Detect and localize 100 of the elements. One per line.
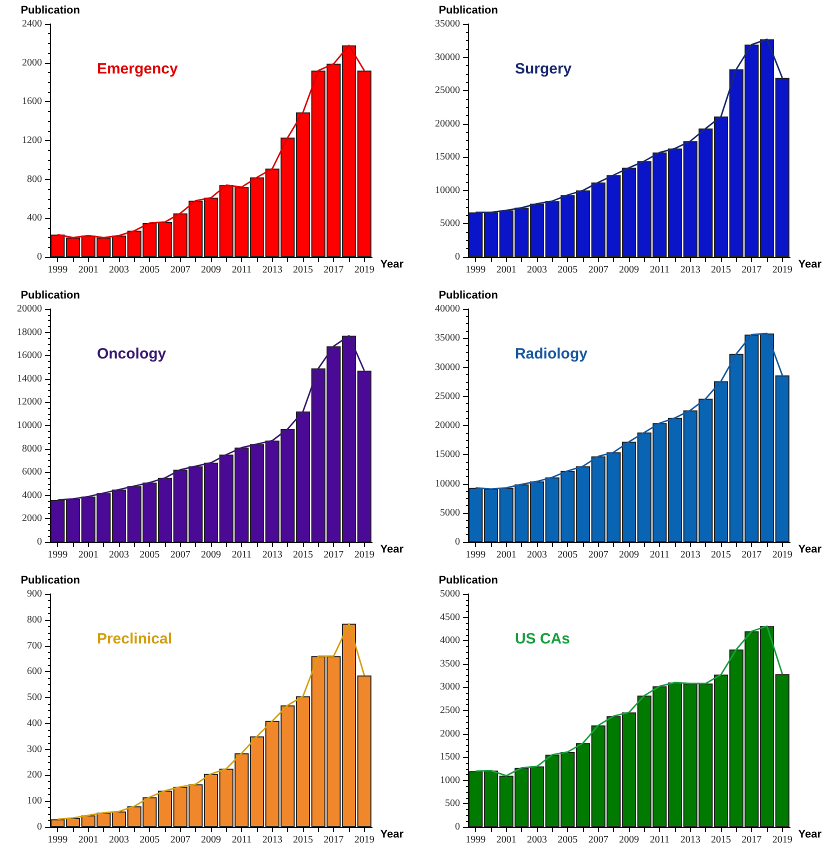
y-tick-label: 2000	[440, 728, 460, 740]
y-axis-title: Publication	[20, 290, 80, 302]
x-tick-label: 2013	[680, 834, 700, 846]
line-series	[474, 332, 784, 490]
y-tick-label: 8000	[22, 443, 42, 454]
x-tick-label: 2019	[772, 264, 792, 276]
x-tick-label: 2003	[527, 550, 547, 560]
y-tick-label: 10000	[435, 184, 460, 196]
x-tick-label: 2013	[262, 834, 282, 846]
x-tick-label: 2001	[78, 834, 98, 846]
x-tick-label: 2009	[619, 550, 639, 560]
y-tick-label: 15000	[435, 449, 460, 460]
x-tick-label: 2005	[140, 834, 160, 846]
x-tick-label: 1999	[466, 264, 486, 276]
y-tick-label: 10000	[435, 478, 460, 490]
x-tick-label: 2001	[78, 550, 98, 560]
y-tick-label: 30000	[435, 52, 460, 63]
x-tick-label: 2009	[201, 264, 221, 276]
x-tick-label: 2017	[324, 550, 344, 560]
x-tick-label: 2005	[140, 550, 160, 560]
x-tick-label: 2009	[619, 264, 639, 276]
y-tick-label: 3500	[440, 658, 460, 670]
x-tick-label: 1999	[48, 550, 68, 560]
x-axis-title: Year	[798, 828, 822, 840]
x-tick-label: 2005	[558, 264, 578, 276]
x-tick-label: 2003	[527, 834, 547, 846]
y-tick-label: 25000	[435, 390, 460, 402]
x-tick-label: 2017	[742, 550, 762, 560]
x-tick-label: 2001	[496, 550, 516, 560]
x-tick-label: 2015	[293, 550, 313, 560]
x-tick-label: 2007	[588, 834, 608, 846]
y-tick-label: 4500	[440, 612, 460, 623]
y-tick-label: 500	[27, 692, 42, 704]
x-tick-label: 2003	[109, 834, 129, 846]
x-tick-label: 2013	[262, 550, 282, 560]
line-series	[56, 623, 366, 820]
y-tick-label: 15000	[435, 152, 460, 163]
x-tick-label: 2019	[772, 834, 792, 846]
x-tick-label: 2017	[742, 834, 762, 846]
x-tick-label: 2017	[324, 834, 344, 846]
y-tick-label: 1600	[22, 96, 42, 108]
y-tick-label: 0	[37, 536, 42, 548]
x-tick-label: 2015	[293, 834, 313, 846]
y-tick-label: 0	[455, 822, 460, 832]
text: Oncology	[96, 346, 167, 363]
line-series	[474, 625, 784, 776]
y-axis-title: Publication	[438, 574, 498, 586]
x-axis-title: Year	[798, 258, 822, 270]
y-tick-label: 20000	[435, 118, 460, 130]
x-tick-label: 2007	[170, 834, 190, 846]
y-tick-label: 6000	[22, 466, 42, 478]
x-tick-label: 2007	[170, 550, 190, 560]
x-tick-label: 2001	[78, 264, 98, 276]
y-tick-label: 200	[27, 770, 42, 781]
x-tick-label: 2011	[232, 264, 252, 276]
x-tick-label: 2013	[680, 550, 700, 560]
x-tick-label: 2003	[527, 264, 547, 276]
x-tick-label: 2007	[170, 264, 190, 276]
y-tick-label: 1000	[440, 774, 460, 786]
text: Preclinical	[96, 630, 172, 648]
x-tick-label: 1999	[48, 834, 68, 846]
y-tick-label: 12000	[17, 396, 42, 408]
y-tick-label: 0	[37, 822, 42, 832]
x-tick-label: 1999	[48, 264, 68, 276]
x-axis-title: Year	[798, 544, 822, 556]
x-tick-label: 2005	[558, 550, 578, 560]
x-tick-label: 2011	[232, 834, 252, 846]
y-tick-label: 600	[27, 666, 42, 678]
y-axis-title: Publication	[438, 4, 498, 16]
y-tick-label: 25000	[435, 85, 460, 96]
y-tick-label: 0	[455, 536, 460, 548]
y-tick-label: 4000	[22, 490, 42, 501]
text: Emergency	[96, 60, 178, 78]
x-tick-label: 2019	[354, 550, 374, 560]
y-axis-title: Publication	[20, 4, 80, 16]
y-axis-title: Publication	[20, 574, 80, 586]
x-tick-label: 1999	[466, 550, 486, 560]
x-axis-title: Year	[380, 258, 404, 270]
x-tick-label: 2011	[650, 550, 670, 560]
y-tick-label: 4000	[440, 635, 460, 646]
x-tick-label: 2017	[742, 264, 762, 276]
x-tick-label: 2011	[232, 550, 252, 560]
x-tick-label: 2019	[354, 834, 374, 846]
x-tick-label: 2007	[588, 264, 608, 276]
y-tick-label: 16000	[17, 350, 42, 362]
y-tick-label: 30000	[435, 362, 460, 373]
x-tick-label: 2015	[711, 550, 731, 560]
y-tick-label: 0	[37, 252, 42, 262]
y-tick-label: 18000	[17, 326, 42, 338]
y-tick-label: 2500	[440, 705, 460, 716]
y-tick-label: 500	[445, 798, 460, 810]
y-tick-label: 14000	[17, 373, 42, 384]
y-tick-label: 40000	[435, 304, 460, 314]
x-axis-title: Year	[380, 828, 404, 840]
y-tick-label: 5000	[440, 218, 460, 230]
y-tick-label: 35000	[435, 18, 460, 30]
y-tick-label: 400	[27, 212, 42, 224]
y-tick-label: 5000	[440, 588, 460, 600]
x-tick-label: 2017	[324, 264, 344, 276]
line-series	[56, 335, 366, 501]
